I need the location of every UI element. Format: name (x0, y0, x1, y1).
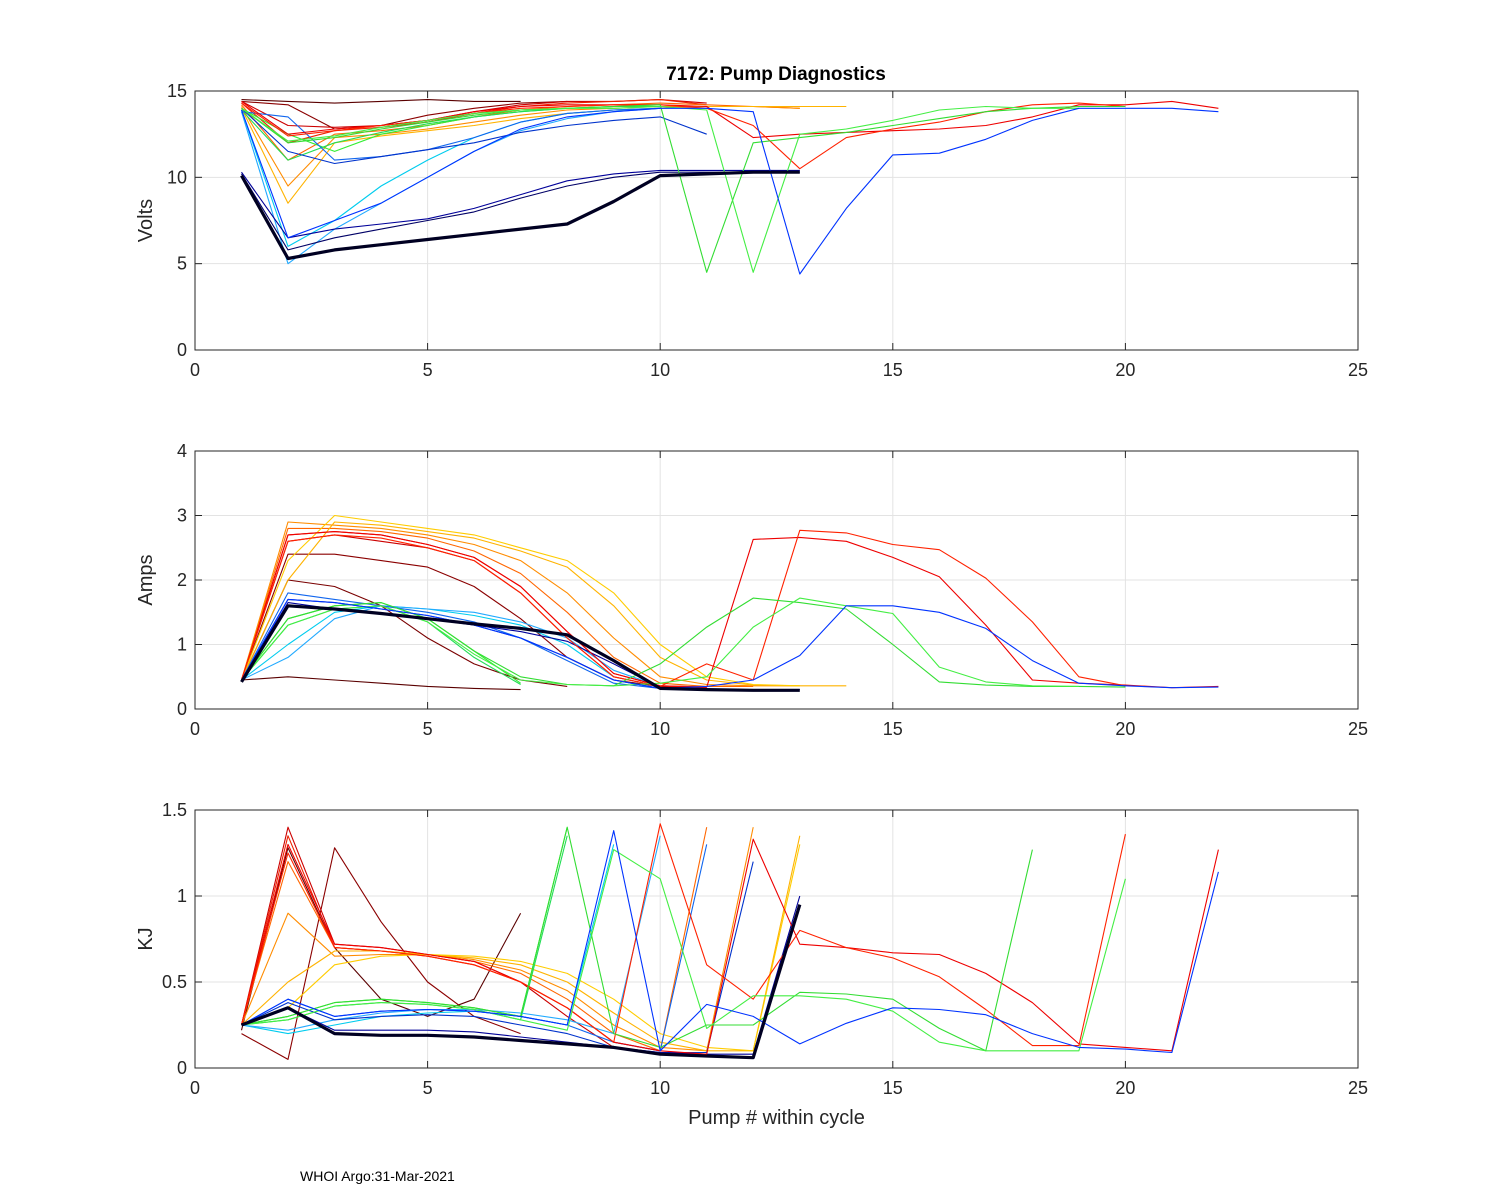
x-tick-label: 5 (423, 360, 433, 380)
series-line-cyan-2 (241, 835, 661, 1035)
x-tick-label: 25 (1348, 719, 1368, 739)
x-tick-label: 25 (1348, 1078, 1368, 1098)
series-line-blue-long (240, 107, 1219, 275)
y-tick-label: 4 (177, 441, 187, 461)
series-line-green-long (241, 104, 1126, 273)
x-tick-label: 20 (1115, 360, 1135, 380)
series-line-black-bold (240, 604, 800, 692)
series-line-yellow-1 (241, 521, 847, 687)
series-line-green-long-2 (241, 849, 1126, 1052)
plot-area (195, 810, 1358, 1068)
series-line-red-long-2 (241, 102, 1126, 170)
x-axis-label: Pump # within cycle (688, 1107, 865, 1129)
x-tick-label: 25 (1348, 360, 1368, 380)
series-line-red-long (240, 838, 1219, 1055)
series-line-blue-long (241, 830, 1219, 1054)
series-line-green-long-2 (241, 597, 1079, 687)
series-line-black-bold (240, 904, 802, 1060)
y-tick-label: 5 (177, 254, 187, 274)
plot-area (195, 91, 1358, 350)
x-tick-label: 0 (190, 1078, 200, 1098)
ticks: 0 5 10 15 20 25 0 5 10 15 (167, 81, 1368, 380)
y-tick-label: 15 (167, 81, 187, 101)
axes-box (194, 809, 1359, 1069)
series-group (240, 99, 1219, 275)
y-tick-label: 0.5 (162, 972, 187, 992)
series-line-yellow-2 (241, 844, 801, 1052)
series-line-navy-2 (241, 171, 800, 251)
series-line-green-long (241, 597, 1126, 688)
x-tick-label: 20 (1115, 1078, 1135, 1098)
x-tick-label: 5 (423, 719, 433, 739)
x-tick-label: 15 (883, 719, 903, 739)
y-axis-label: Volts (135, 199, 157, 242)
grid (195, 451, 1358, 709)
y-tick-label: 0 (177, 340, 187, 360)
axes-box (194, 90, 1359, 351)
series-line-navy-1 (241, 169, 800, 239)
footer-credit: WHOI Argo:31-Mar-2021 (300, 1168, 455, 1184)
ticks: 0 5 10 15 20 25 0 0.5 1 1.5 (162, 800, 1368, 1098)
series-group (240, 514, 1219, 692)
series-line-blue-2 (241, 107, 707, 165)
series-line-cyan-2 (241, 605, 661, 687)
series-group (240, 823, 1219, 1060)
subplot-3: 0 5 10 15 20 25 0 0.5 1 1.5 KJ Pump # within cycle (135, 800, 1368, 1129)
subplot-2: 0 5 10 15 20 25 0 1 2 3 4 Amps (135, 441, 1368, 739)
series-line-orange-2 (240, 521, 800, 687)
x-tick-label: 10 (650, 719, 670, 739)
series-line-dark-red-2 (241, 100, 568, 130)
y-axis-label: KJ (135, 927, 157, 950)
y-tick-label: 1 (177, 635, 187, 655)
y-tick-label: 10 (167, 167, 187, 187)
y-axis-label: Amps (135, 554, 157, 605)
series-line-dark-red-low (241, 676, 521, 691)
x-tick-label: 15 (883, 1078, 903, 1098)
series-line-red-long-2 (240, 823, 1126, 1047)
y-tick-label: 0 (177, 699, 187, 719)
series-line-yellow-orange (241, 105, 847, 204)
ticks: 0 5 10 15 20 25 0 1 2 3 4 (177, 441, 1368, 739)
series-line-orange-1 (240, 527, 754, 687)
series-line-red-long (240, 531, 1219, 689)
series-line-green-long-2 (241, 105, 1079, 273)
x-tick-label: 15 (883, 360, 903, 380)
series-line-blue-long (241, 598, 1219, 689)
series-line-blue-1 (241, 592, 661, 689)
y-tick-label: 1.5 (162, 800, 187, 820)
figure-title: 7172: Pump Diagnostics (666, 64, 886, 85)
x-tick-label: 0 (190, 719, 200, 739)
grid (195, 91, 1358, 350)
y-tick-label: 0 (177, 1058, 187, 1078)
x-tick-label: 10 (650, 1078, 670, 1098)
series-line-dark-red-early (241, 99, 521, 104)
series-line-black-bold (240, 170, 800, 261)
series-line-orange-2 (240, 827, 754, 1052)
y-tick-label: 2 (177, 570, 187, 590)
series-line-red-long-2 (240, 529, 1126, 687)
x-tick-label: 5 (423, 1078, 433, 1098)
x-tick-label: 10 (650, 360, 670, 380)
subplot-1: 0 5 10 15 20 25 0 5 10 15 Volts (135, 81, 1368, 380)
series-line-green-long (241, 826, 1033, 1052)
x-tick-label: 20 (1115, 719, 1135, 739)
x-tick-label: 0 (190, 360, 200, 380)
y-tick-label: 1 (177, 886, 187, 906)
y-tick-label: 3 (177, 506, 187, 526)
